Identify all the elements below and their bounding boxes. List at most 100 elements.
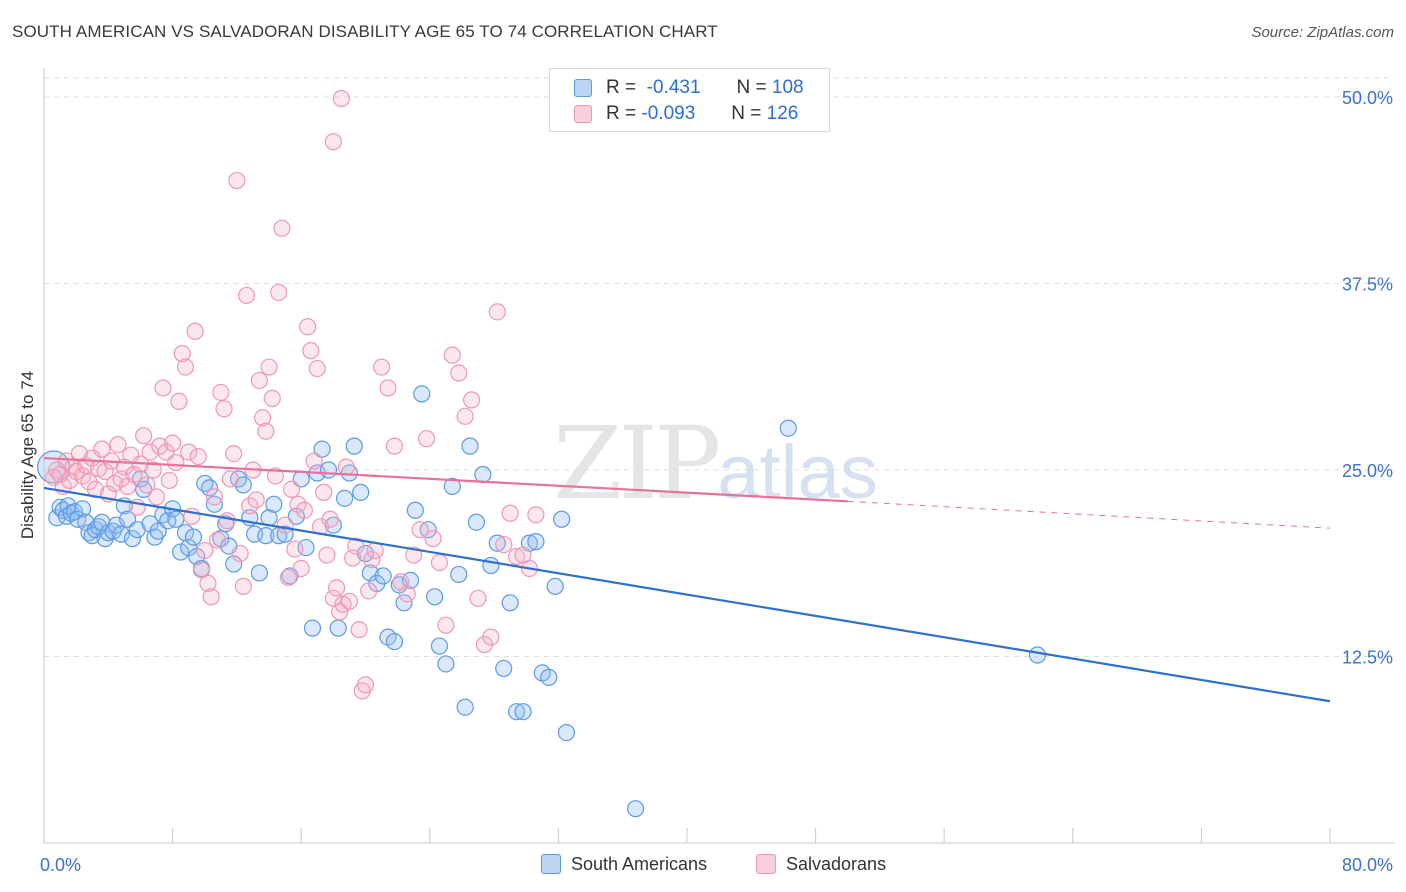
source-label: Source: ZipAtlas.com	[1251, 24, 1394, 41]
south-american-point	[93, 513, 111, 531]
salvadoran-point	[231, 544, 249, 563]
r-label: R =	[606, 103, 637, 124]
chart-title: SOUTH AMERICAN VS SALVADORAN DISABILITY …	[12, 22, 718, 41]
salvadoran-point	[347, 537, 365, 555]
south-american-point	[329, 619, 347, 637]
bottom-legend-salvadorans: Salvadorans	[756, 851, 886, 877]
salvadoran-point	[138, 476, 156, 494]
salvadoran-point	[125, 465, 143, 484]
y-tick-label: 37.5%	[1342, 275, 1393, 295]
south-american-point	[361, 564, 379, 582]
south-american-point	[352, 483, 370, 501]
salvadoran-point	[372, 358, 391, 376]
salvadoran-point	[340, 592, 359, 610]
south-american-point	[319, 461, 338, 479]
south-american-point	[514, 703, 532, 721]
salvadoran-point	[450, 364, 468, 382]
salvadoran-point	[292, 559, 310, 578]
salvadoran-point	[462, 391, 481, 409]
n-value: 108	[771, 77, 804, 98]
salvadoran-point	[270, 283, 288, 302]
salvadoran-point	[93, 440, 111, 458]
south-american-point	[456, 698, 474, 716]
salvadoran-point	[266, 467, 285, 485]
x-tick-label: 0.0%	[40, 855, 81, 875]
salvadoran-point	[417, 430, 436, 448]
south-american-point	[265, 495, 283, 513]
salvadoran-point	[302, 342, 320, 360]
salvadoran-point	[366, 541, 384, 560]
salvadoran-point	[160, 471, 178, 490]
south-american-point	[626, 800, 645, 818]
bottom-legend-south-americans: South Americans	[541, 851, 707, 877]
salvadoran-point	[385, 437, 404, 455]
south-american-point	[73, 500, 92, 518]
south-american-point	[112, 525, 130, 543]
salvadoran-point	[202, 588, 220, 606]
swatch-blue	[541, 854, 561, 874]
watermark-zip: ZIP	[553, 405, 721, 522]
salvadoran-point	[218, 512, 236, 530]
legend-row-salvadorans: R = -0.093 N = 126	[574, 102, 798, 126]
salvadoran-point	[205, 488, 223, 506]
salvadoran-point	[254, 409, 272, 427]
salvadoran-point	[225, 444, 243, 463]
salvadoran-point	[356, 676, 375, 694]
south-american-point	[553, 510, 571, 528]
south-american-point	[482, 556, 500, 575]
salvadoran-point	[286, 540, 304, 558]
south-american-point	[336, 489, 354, 507]
salvadoran-point	[456, 407, 474, 425]
salvadoran-point	[315, 483, 333, 501]
legend-row-south-americans: R = -0.431 N = 108	[574, 76, 804, 100]
salvadoran-point	[61, 471, 79, 490]
south-american-point	[501, 594, 519, 612]
south-american-point	[527, 533, 545, 551]
south-american-point	[495, 659, 513, 678]
salvadoran-trendline-extension	[847, 500, 1331, 529]
n-label: N =	[731, 103, 762, 124]
south-american-trendline	[43, 486, 1331, 703]
south-american-point	[345, 437, 363, 455]
salvadoran-point	[154, 379, 172, 397]
salvadoran-point	[237, 286, 256, 305]
salvadoran-point	[212, 383, 230, 402]
legend-swatch-blue	[574, 79, 592, 97]
south-american-point	[200, 479, 219, 497]
salvadoran-point	[263, 389, 281, 407]
salvadoran-point	[337, 458, 355, 476]
x-tick-label: 80.0%	[1342, 855, 1393, 875]
salvadoran-point	[495, 535, 513, 554]
salvadoran-point	[189, 447, 207, 466]
salvadoran-point	[508, 547, 526, 566]
south-american-point	[395, 594, 413, 612]
salvadoran-point	[260, 358, 278, 376]
r-value: -0.093	[641, 103, 696, 124]
salvadoran-point	[398, 585, 416, 603]
salvadoran-point	[437, 616, 455, 634]
salvadoran-point	[282, 480, 301, 498]
salvadoran-point	[221, 470, 240, 488]
salvadoran-point	[488, 303, 506, 321]
salvadoran-point	[241, 497, 259, 515]
salvadoran-point	[327, 579, 346, 597]
salvadoran-point	[443, 346, 461, 364]
salvadoran-point	[109, 436, 127, 454]
south-american-point	[225, 555, 243, 573]
south-american-point	[250, 564, 269, 582]
salvadoran-point	[360, 582, 378, 600]
salvadoran-point	[501, 504, 519, 522]
n-value: 126	[766, 103, 799, 124]
bottom-legend-label: South Americans	[571, 853, 708, 874]
stats-legend: R = -0.431 N = 108 R = -0.093 N = 126	[549, 68, 830, 132]
salvadoran-point	[482, 628, 500, 646]
salvadoran-point	[228, 171, 246, 190]
y-tick-label: 12.5%	[1342, 648, 1393, 668]
n-label: N =	[736, 77, 767, 98]
legend-swatch-pink	[574, 105, 592, 123]
south-american-point	[276, 525, 294, 543]
salvadoran-point	[173, 345, 191, 363]
salvadoran-point	[469, 589, 487, 607]
salvadoran-point	[411, 521, 429, 539]
